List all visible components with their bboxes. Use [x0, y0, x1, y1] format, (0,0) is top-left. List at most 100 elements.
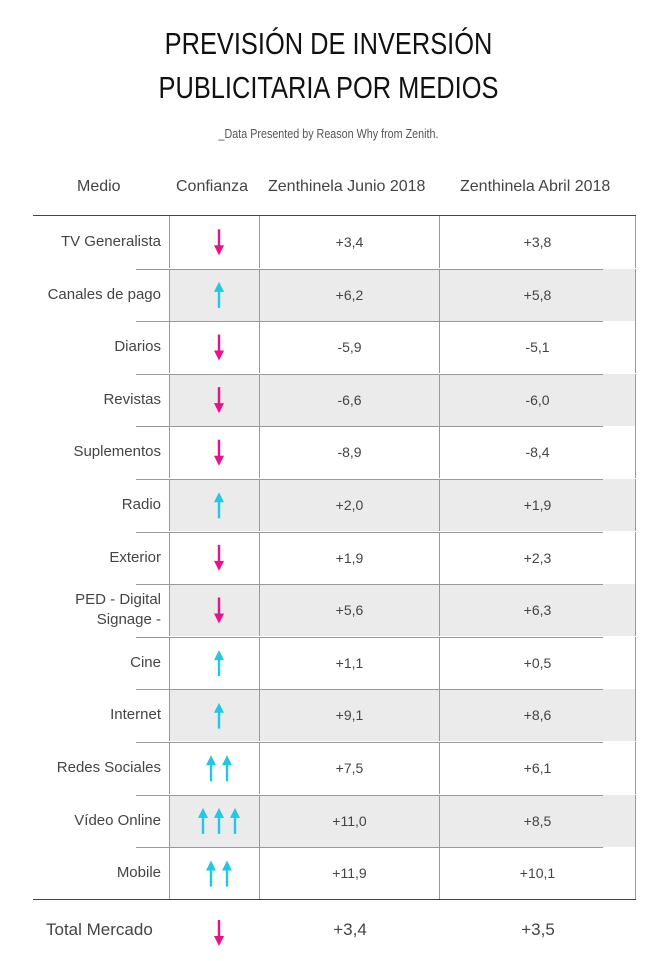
row-divider: [136, 268, 603, 270]
medio-label: Vídeo Online: [74, 811, 161, 829]
arrow-down-icon: [214, 439, 224, 466]
arrow-down-icon: [214, 544, 224, 571]
confianza-cell: [169, 584, 260, 637]
arrow-down-icon: [214, 597, 224, 624]
arrow-up-icon: [214, 807, 224, 834]
confianza-cell: [169, 742, 260, 794]
junio-value: +11,9: [260, 847, 440, 900]
arrow-up-icon: [214, 281, 224, 308]
row-divider: [136, 479, 603, 480]
arrow-up-icon: [206, 755, 216, 782]
arrow-up-icon: [230, 807, 240, 834]
arrow-up-icon: [198, 807, 208, 834]
confianza-cell: [169, 426, 260, 479]
abril-value: -6,0: [440, 373, 636, 426]
junio-value: +5,6: [260, 584, 440, 637]
chart-subtitle: _Data Presented by Reason Why from Zenit…: [218, 127, 439, 141]
junio-value: -6,6: [260, 373, 440, 426]
row-divider: [136, 847, 603, 849]
table-row: Exterior +1,9 +2,3: [33, 531, 636, 584]
total-rule: [33, 899, 636, 900]
junio-value: +1,1: [260, 636, 440, 689]
arrow-up-icon: [222, 860, 232, 887]
abril-value: +0,5: [440, 636, 636, 689]
junio-value: +6,2: [260, 268, 440, 321]
column-header-abril: Zenthinela Abril 2018: [460, 178, 611, 195]
junio-value: +11,0: [260, 794, 440, 847]
confianza-cell: [169, 268, 260, 321]
row-divider: [136, 794, 603, 796]
arrow-down-icon: [214, 334, 224, 361]
column-header-junio: Zenthinela Junio 2018: [268, 178, 426, 195]
medio-label: Exterior: [109, 548, 161, 566]
table-row: Suplementos -8,9 -8,4: [33, 426, 636, 479]
table-row: Vídeo Online +11,0 +8,5: [33, 794, 636, 847]
abril-value: +8,6: [440, 689, 636, 742]
table-row: PED - Digital Signage - +5,6 +6,3: [33, 584, 636, 637]
arrow-down-icon: [214, 229, 224, 256]
medio-label: Cine: [130, 653, 161, 671]
abril-value: +6,3: [440, 584, 636, 637]
junio-value: -8,9: [260, 426, 440, 479]
title-line-1: PREVISIÓN DE INVERSIÓN: [164, 26, 493, 61]
row-divider: [136, 531, 603, 533]
confianza-cell: [169, 689, 260, 742]
arrow-down-icon: [214, 387, 224, 414]
medio-label: Redes Sociales: [56, 759, 161, 776]
row-divider: [136, 321, 603, 323]
confianza-cell: [169, 794, 260, 847]
arrow-up-icon: [222, 755, 232, 782]
junio-value: +7,5: [260, 742, 440, 794]
arrow-up-icon: [214, 492, 224, 519]
medio-label: Radio: [121, 496, 161, 513]
total-label: Total Mercado: [46, 920, 153, 939]
total-abril-value: +3,5: [521, 920, 555, 939]
junio-value: +1,9: [260, 531, 440, 584]
medio-label: Mobile: [116, 864, 161, 882]
table-row: Mobile +11,9 +10,1: [33, 847, 636, 900]
table-row: Radio +2,0 +1,9: [33, 479, 636, 531]
table-row: Diarios -5,9 -5,1: [33, 321, 636, 374]
junio-value: +2,0: [260, 479, 440, 531]
column-header-medio: Medio: [77, 178, 121, 195]
confianza-cell: [169, 531, 260, 584]
arrow-down-icon: [214, 920, 224, 946]
abril-value: +6,1: [440, 742, 636, 794]
row-divider: [136, 373, 603, 375]
total-junio-value: +3,4: [333, 920, 367, 939]
confianza-cell: [169, 847, 260, 900]
header-rule: [33, 215, 636, 216]
table-row: Internet +9,1 +8,6: [33, 689, 636, 742]
confianza-cell: [169, 373, 260, 426]
arrow-up-icon: [214, 702, 224, 729]
medio-label: Revistas: [103, 390, 161, 408]
medio-label: Internet: [110, 706, 161, 724]
junio-value: +9,1: [260, 689, 440, 742]
row-divider: [136, 742, 603, 743]
arrow-up-icon: [206, 860, 216, 887]
table-row: Revistas -6,6 -6,0: [33, 373, 636, 426]
medio-label: Diarios: [114, 338, 161, 356]
arrow-up-icon: [214, 650, 224, 677]
title-line-2: PUBLICITARIA POR MEDIOS: [158, 70, 499, 105]
abril-value: +10,1: [440, 847, 636, 900]
chart-title: PREVISIÓN DE INVERSIÓN PUBLICITARIA POR …: [59, 22, 598, 110]
table-row: Canales de pago +6,2 +5,8: [33, 268, 636, 321]
abril-value: -8,4: [440, 426, 636, 479]
medio-label: Canales de pago: [47, 285, 161, 303]
abril-value: +5,8: [440, 268, 636, 321]
row-divider: [136, 584, 603, 586]
medio-label: Suplementos: [73, 443, 161, 461]
abril-value: +3,8: [440, 216, 636, 268]
abril-value: +1,9: [440, 479, 636, 531]
abril-value: +2,3: [440, 531, 636, 584]
medio-label: TV Generalista: [60, 233, 161, 250]
abril-value: -5,1: [440, 321, 636, 374]
column-header-confianza: Confianza: [176, 178, 249, 195]
table-row: Cine +1,1 +0,5: [33, 636, 636, 689]
table-row: TV Generalista +3,4 +3,8: [33, 216, 636, 268]
abril-value: +8,5: [440, 794, 636, 847]
junio-value: -5,9: [260, 321, 440, 374]
confianza-cell: [169, 216, 260, 268]
